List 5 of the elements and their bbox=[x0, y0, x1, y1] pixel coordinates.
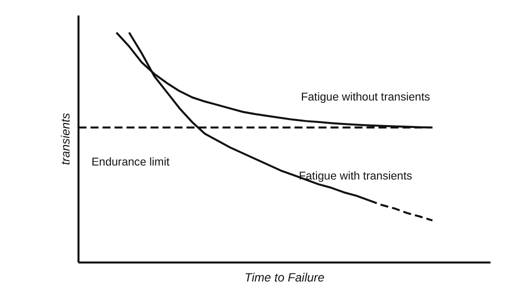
text: Endurance limit bbox=[91, 156, 170, 168]
series-label: Fatigue with transients bbox=[298, 170, 413, 182]
x-axis-title: Time to Failure bbox=[244, 270, 325, 284]
y-axis-title: transients bbox=[58, 112, 72, 166]
series-label: Fatigue without transients bbox=[300, 92, 430, 104]
